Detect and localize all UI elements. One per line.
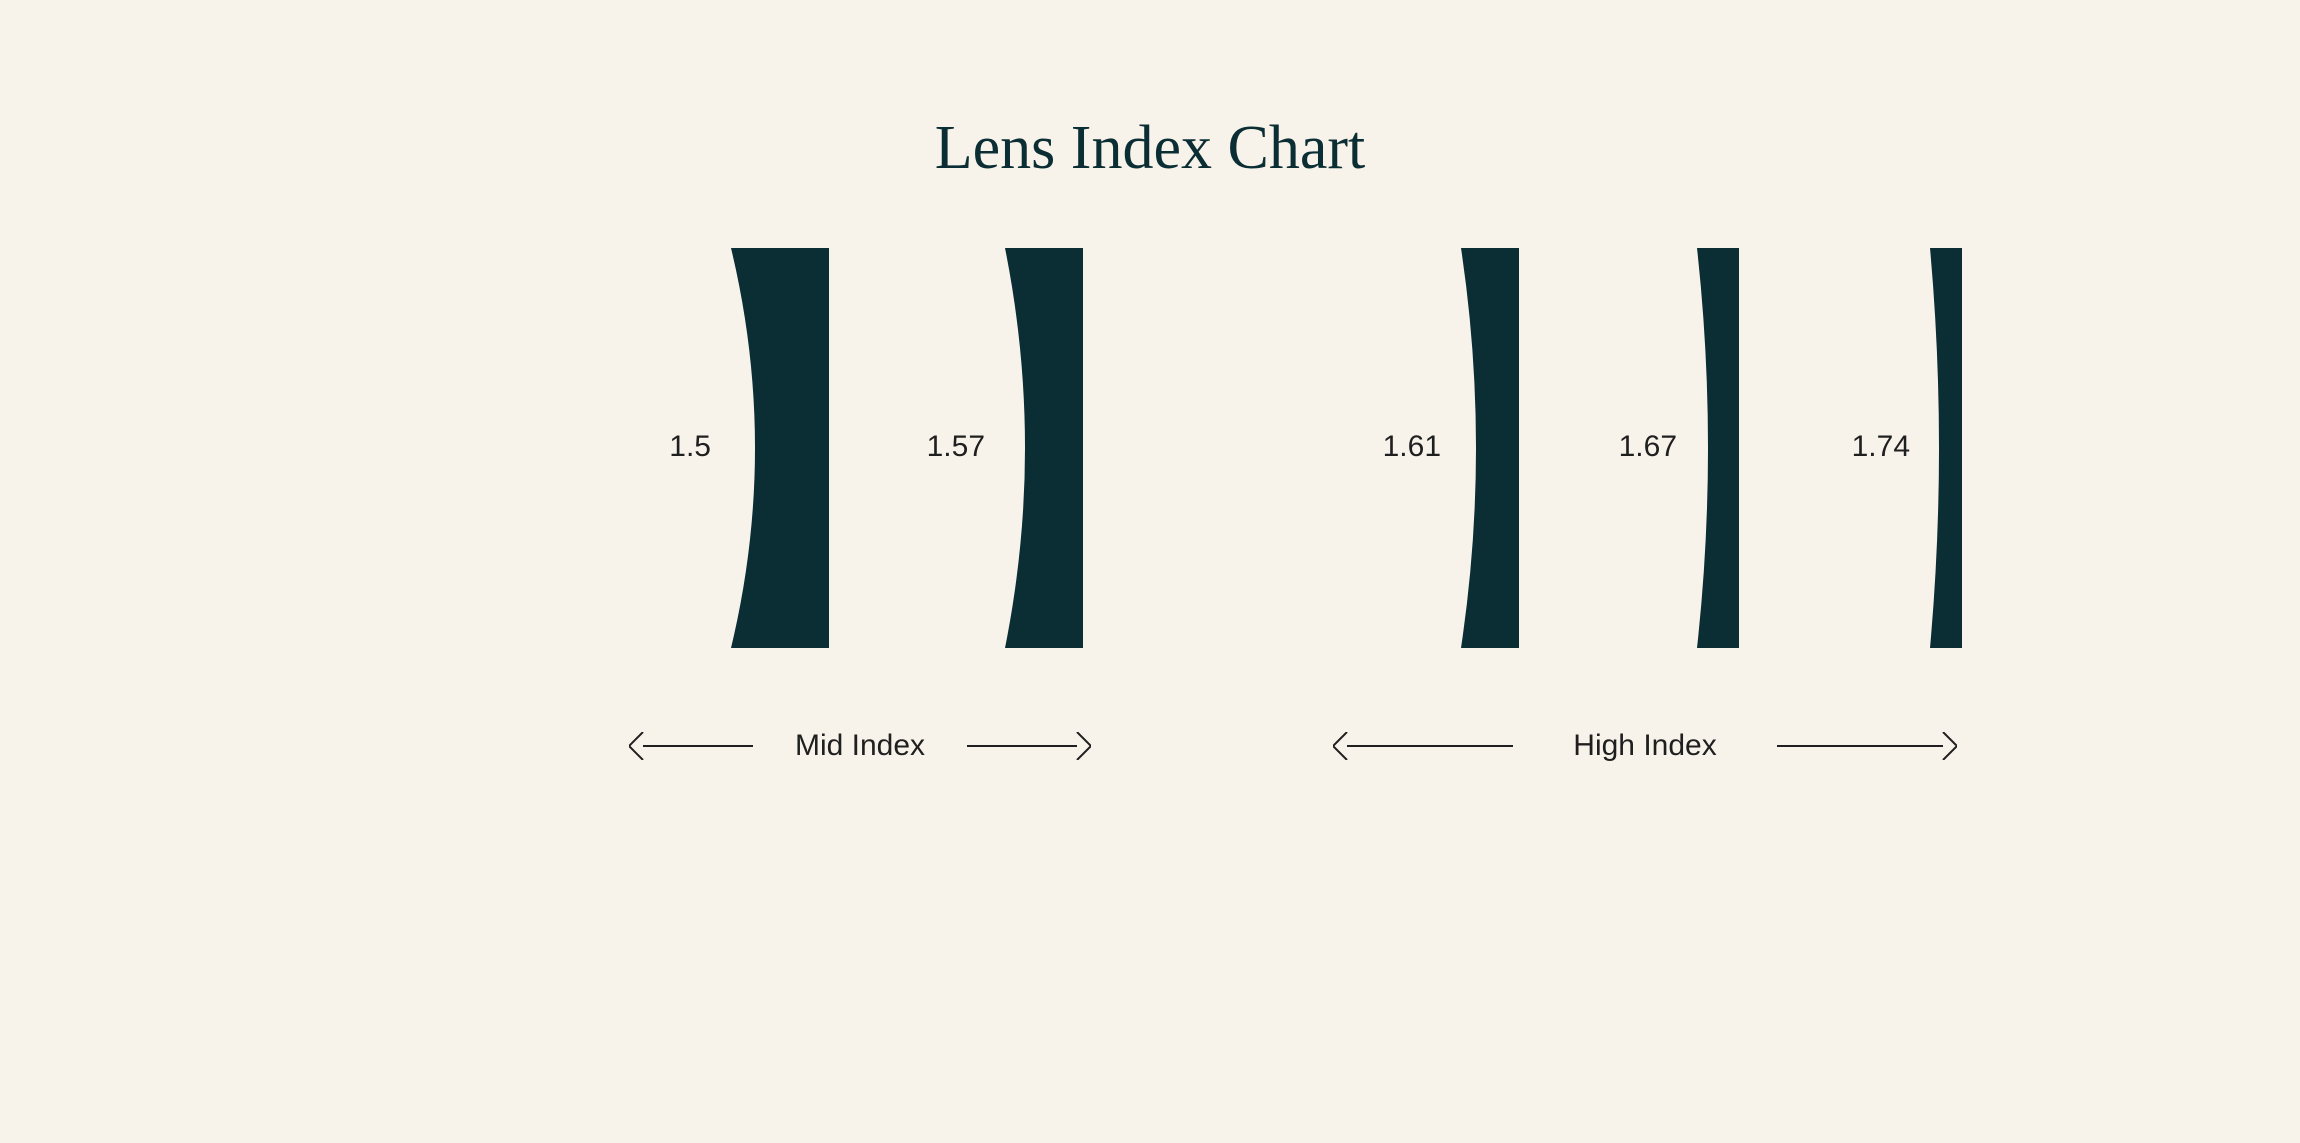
lens-index-label: 1.57 xyxy=(885,430,985,464)
lens-shape xyxy=(1697,248,1739,648)
lens-shape xyxy=(1930,248,1962,648)
lens-index-label: 1.5 xyxy=(611,430,711,464)
group-high-row: High Index xyxy=(1290,730,2000,762)
arrow-left-icon xyxy=(629,732,753,760)
lens-shape xyxy=(1461,248,1519,648)
arrow-left-icon xyxy=(1333,732,1513,760)
lens-index-label: 1.67 xyxy=(1577,430,1677,464)
lens-index-label: 1.61 xyxy=(1341,430,1441,464)
arrow-right-icon xyxy=(1777,732,1957,760)
lens-index-label: 1.74 xyxy=(1810,430,1910,464)
group-mid-row: Mid Index xyxy=(610,730,1110,762)
arrow-right-icon xyxy=(967,732,1091,760)
lens-shape xyxy=(1005,248,1083,648)
lens-shape xyxy=(731,248,829,648)
group-label: Mid Index xyxy=(795,729,925,763)
lens-shapes xyxy=(0,0,2300,1143)
group-label: High Index xyxy=(1573,729,1716,763)
